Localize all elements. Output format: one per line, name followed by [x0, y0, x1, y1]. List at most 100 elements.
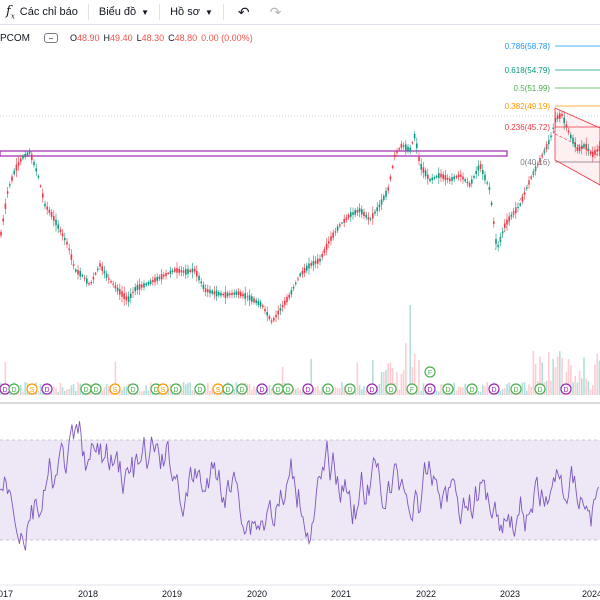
rsi-line	[0, 421, 599, 551]
volume-bar	[378, 383, 381, 395]
volume-bar	[440, 384, 442, 395]
volume-bar	[418, 359, 420, 395]
candle-body	[277, 310, 279, 315]
candle-body	[334, 231, 337, 233]
volume-bar	[563, 384, 565, 395]
candle-body	[191, 268, 194, 273]
volume-bar	[264, 385, 266, 395]
volume-bar	[31, 387, 33, 395]
volume-bar	[343, 386, 345, 395]
candle-body	[143, 283, 145, 288]
volume-bar	[66, 389, 68, 395]
candle-body	[581, 145, 583, 150]
volume-bar	[400, 373, 403, 395]
candle-body	[550, 135, 552, 138]
candle-body	[160, 273, 163, 280]
volume-bar	[475, 387, 477, 395]
templates-label: Hồ sơ	[170, 6, 200, 18]
volume-bar	[394, 382, 396, 395]
volume-bar	[328, 384, 330, 395]
candle-body	[583, 144, 585, 148]
volume-bar	[88, 385, 90, 395]
candle-body	[134, 287, 136, 292]
volume-bar	[589, 389, 592, 395]
candle-body	[310, 263, 312, 266]
volume-bar	[550, 380, 552, 395]
candle-body	[539, 157, 541, 163]
event-marker	[26, 383, 38, 395]
candle-body	[103, 270, 106, 274]
candle-body	[341, 222, 343, 224]
volume-bar	[363, 386, 365, 395]
volume-bar	[136, 384, 139, 395]
candle-body	[169, 270, 172, 274]
volume-bar	[279, 383, 282, 395]
candle-body	[541, 154, 543, 157]
candle-body	[429, 178, 431, 182]
candle-body	[501, 231, 504, 234]
candle-body	[119, 289, 121, 295]
volume-bar	[477, 391, 480, 395]
candle-body	[380, 199, 383, 205]
candle-body	[257, 300, 260, 305]
candle-body	[510, 214, 513, 217]
candle-body	[537, 163, 539, 166]
volume-bar	[180, 389, 183, 395]
volume-bar	[449, 388, 451, 395]
volume-bar	[292, 388, 295, 395]
event-marker	[212, 383, 224, 395]
volume-bar	[121, 390, 123, 395]
candle-body	[218, 292, 220, 296]
open-value: 48.90	[77, 33, 100, 43]
event-marker-label: S	[161, 387, 166, 394]
candle-body	[561, 114, 563, 116]
volume-bar	[482, 384, 484, 395]
candle-body	[22, 156, 24, 159]
candle-body	[9, 184, 11, 186]
volume-bar	[101, 390, 103, 395]
volume-bar	[246, 383, 249, 395]
candle-body	[132, 291, 134, 294]
candle-body	[545, 144, 548, 150]
candle-body	[422, 167, 425, 173]
candle-body	[237, 291, 240, 295]
event-marker	[170, 383, 182, 395]
volume-bar	[55, 388, 57, 395]
top-toolbar: fx Các chỉ báo Biểu đồ ▼ Hồ sơ ▼ ↶ ↷	[0, 0, 600, 25]
undo-icon[interactable]: ↶	[237, 3, 250, 20]
event-marker-label: D	[305, 387, 310, 394]
candle-body	[343, 218, 345, 223]
volume-bar	[468, 387, 471, 395]
candle-body	[374, 211, 376, 214]
templates-button[interactable]: Hồ sơ ▼	[164, 0, 219, 24]
event-marker-label: F	[428, 370, 432, 377]
volume-bar	[189, 382, 191, 395]
indicators-button[interactable]: fx Các chỉ báo	[0, 0, 84, 24]
high-value: 49.40	[110, 33, 133, 43]
volume-bar	[411, 367, 414, 395]
volume-bar	[460, 387, 462, 395]
chart-type-button[interactable]: Biểu đồ ▼	[93, 0, 155, 24]
volume-bar	[17, 386, 20, 395]
volume-bar	[268, 385, 271, 395]
volume-bar	[178, 391, 180, 395]
candle-body	[110, 280, 112, 283]
eye-icon[interactable]	[44, 33, 58, 43]
redo-icon[interactable]: ↷	[269, 3, 282, 20]
volume-bar	[552, 359, 554, 395]
candle-body	[466, 181, 469, 184]
candle-body	[323, 249, 326, 253]
candle-body	[138, 284, 141, 290]
volume-bar	[28, 389, 31, 395]
candle-body	[570, 134, 572, 139]
candle-body	[207, 289, 209, 293]
volume-bar	[585, 378, 587, 395]
volume-bar	[429, 389, 431, 395]
event-marker	[80, 383, 92, 395]
volume-bar	[570, 365, 572, 395]
candle-body	[233, 292, 235, 295]
candle-body	[288, 294, 290, 298]
volume-bar	[167, 389, 169, 395]
event-marker-label: D	[427, 387, 432, 394]
